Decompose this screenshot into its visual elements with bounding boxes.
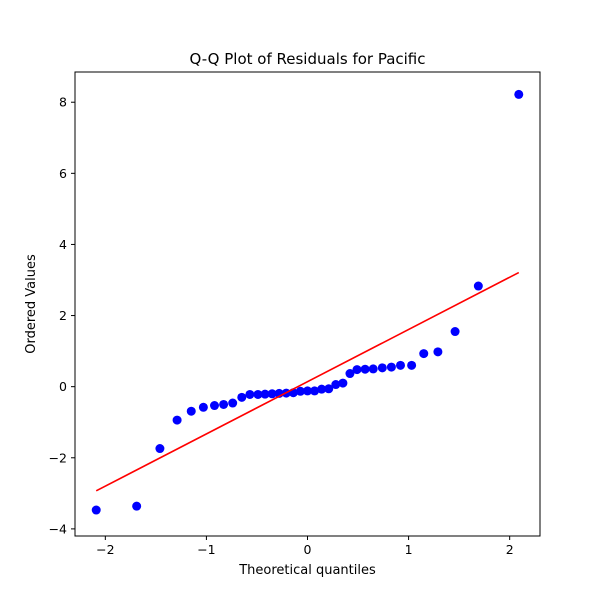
- data-point: [186, 406, 196, 416]
- data-point: [260, 389, 270, 399]
- y-axis-ticks: −4 −2 0 2 4 6 8: [49, 95, 75, 536]
- data-point: [91, 505, 101, 515]
- data-point: [132, 501, 142, 511]
- data-point: [267, 389, 277, 399]
- data-point: [155, 444, 165, 454]
- data-point: [419, 349, 429, 359]
- data-point: [295, 386, 305, 396]
- data-point: [253, 389, 263, 399]
- data-point: [198, 402, 208, 412]
- data-point: [228, 398, 238, 408]
- y-tick-label: 0: [59, 379, 67, 394]
- fit-line: [95, 271, 520, 492]
- data-point: [338, 378, 348, 388]
- data-point: [219, 399, 229, 409]
- y-tick-label: 4: [59, 237, 67, 252]
- y-axis-label: Ordered Values: [24, 254, 39, 354]
- y-tick-label: 2: [59, 308, 67, 323]
- chart-title: Q-Q Plot of Residuals for Pacific: [189, 50, 425, 68]
- data-point: [310, 386, 320, 396]
- data-point: [473, 281, 483, 291]
- x-axis-label: Theoretical quantiles: [238, 563, 376, 578]
- data-point: [331, 380, 341, 390]
- x-tick-label: −2: [96, 542, 114, 557]
- data-point: [345, 369, 355, 379]
- x-tick-label: 1: [405, 542, 413, 557]
- data-point: [407, 360, 417, 370]
- x-tick-label: −1: [197, 542, 215, 557]
- data-point: [317, 384, 327, 394]
- y-tick-label: −4: [49, 521, 67, 536]
- data-point: [386, 362, 396, 372]
- data-point: [237, 392, 247, 402]
- y-tick-label: 6: [59, 166, 67, 181]
- data-point: [433, 347, 443, 357]
- x-tick-label: 0: [304, 542, 312, 557]
- data-point: [360, 364, 370, 374]
- x-axis-ticks: −2 −1 0 1 2: [96, 536, 514, 557]
- data-point: [210, 401, 219, 411]
- data-point: [352, 365, 362, 375]
- x-tick-label: 2: [506, 542, 514, 557]
- plot-area: [91, 89, 524, 515]
- data-point: [377, 363, 387, 373]
- data-point: [245, 389, 255, 399]
- data-point: [450, 327, 460, 337]
- data-point: [324, 384, 334, 394]
- y-tick-label: −2: [49, 450, 67, 465]
- y-tick-label: 8: [59, 95, 67, 110]
- data-point: [172, 415, 182, 425]
- data-point: [368, 364, 378, 374]
- data-point: [514, 89, 524, 99]
- data-point: [303, 386, 312, 396]
- data-point: [396, 360, 405, 370]
